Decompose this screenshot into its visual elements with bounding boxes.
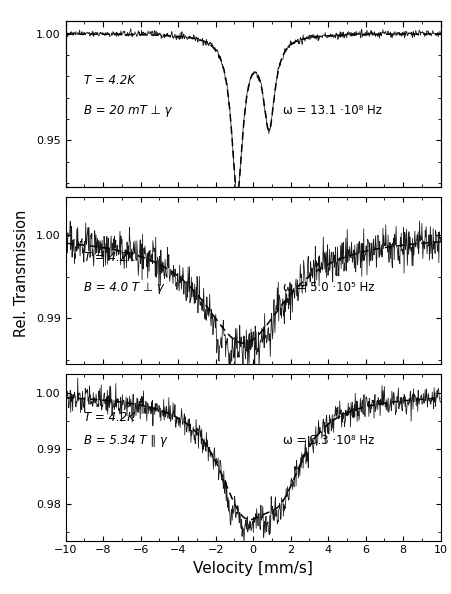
Text: ω = 5.0 ·10⁵ Hz: ω = 5.0 ·10⁵ Hz [282,280,374,293]
Text: T = 4.2K: T = 4.2K [84,410,135,424]
Text: ω = 13.1 ·10⁸ Hz: ω = 13.1 ·10⁸ Hz [282,104,381,117]
Text: Rel. Transmission: Rel. Transmission [14,210,29,337]
Text: T = 4.2K: T = 4.2K [84,251,135,264]
Text: T = 4.2K: T = 4.2K [84,74,135,87]
X-axis label: Velocity [mm/s]: Velocity [mm/s] [193,561,313,576]
Text: B = 20 mT ⊥ γ: B = 20 mT ⊥ γ [84,104,171,117]
Text: ω = 3.3 ·10⁸ Hz: ω = 3.3 ·10⁸ Hz [282,434,374,447]
Text: B = 5.34 T ∥ γ: B = 5.34 T ∥ γ [84,434,167,447]
Text: B = 4.0 T ⊥ γ: B = 4.0 T ⊥ γ [84,280,164,293]
